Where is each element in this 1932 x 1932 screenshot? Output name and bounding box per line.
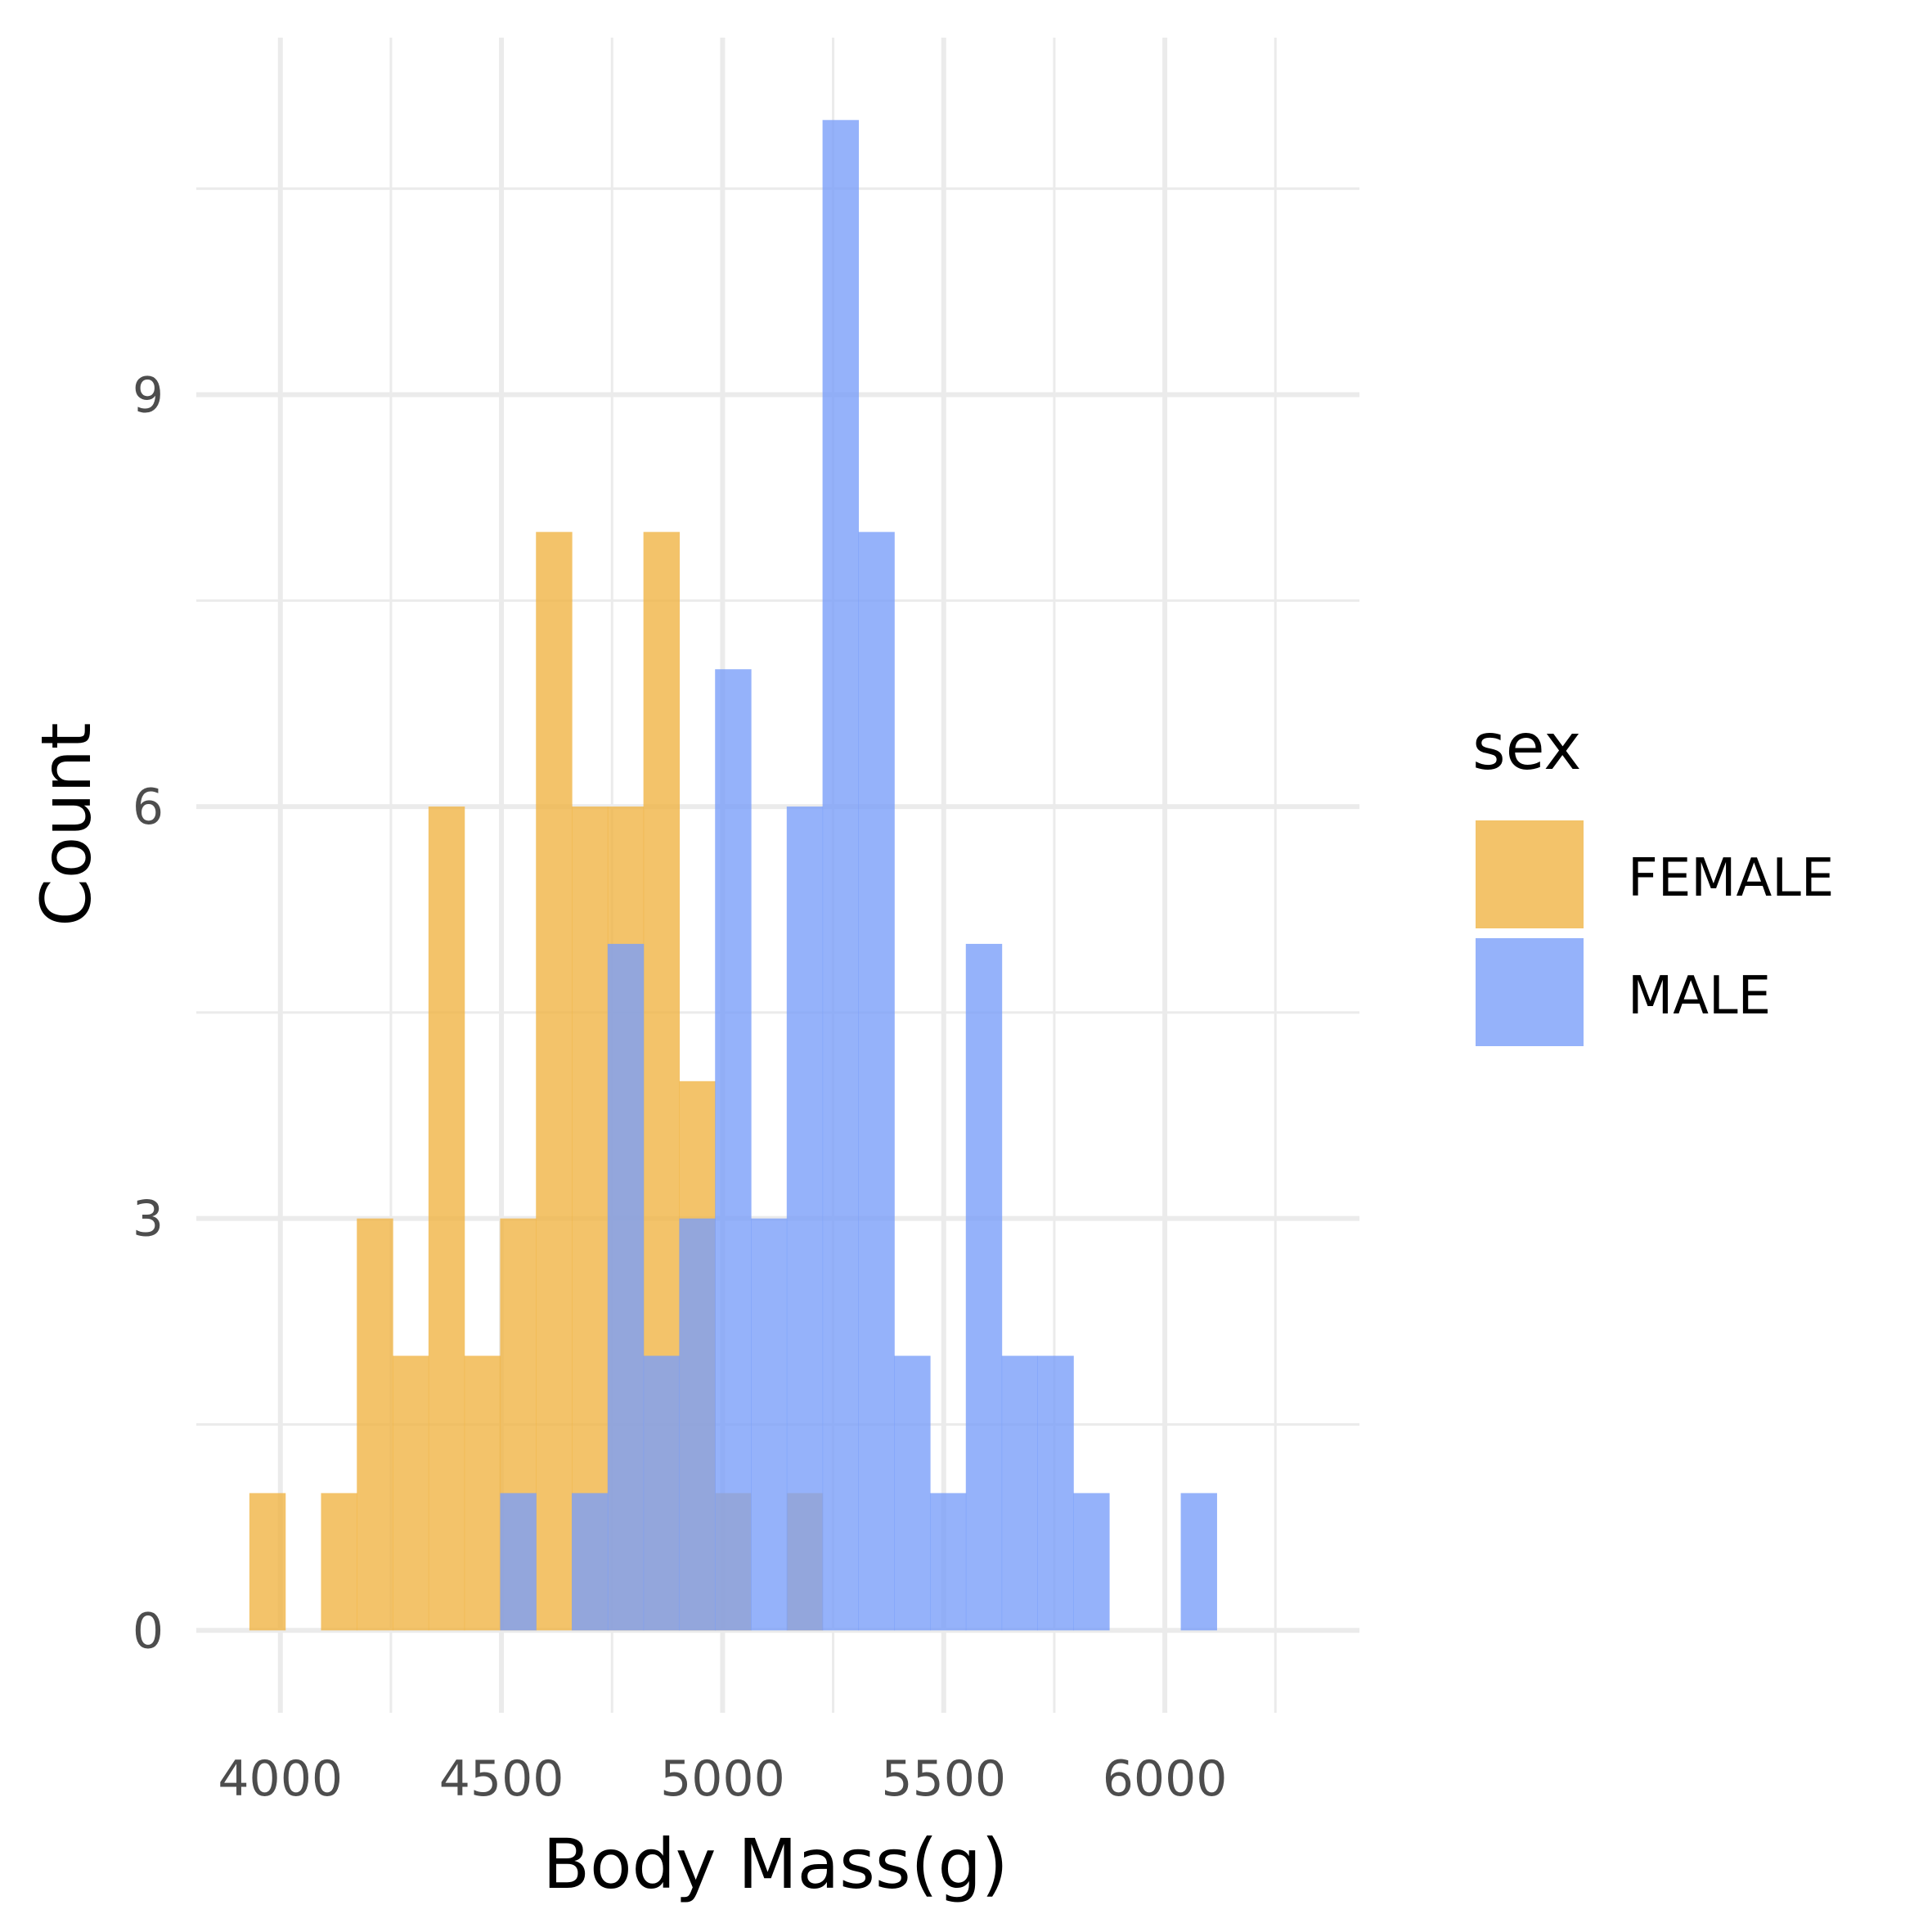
legend: sex FEMALE MALE xyxy=(1472,711,1834,1046)
legend-label-male: MALE xyxy=(1628,966,1771,1027)
bar-male xyxy=(822,119,860,1631)
histogram-bars xyxy=(249,119,1217,1631)
bar-male xyxy=(572,1493,609,1631)
bar-male xyxy=(1073,1493,1110,1631)
bar-male xyxy=(929,1493,967,1631)
legend-title: sex xyxy=(1472,711,1581,784)
y-axis-title: Count xyxy=(26,722,106,926)
bar-female xyxy=(357,1218,393,1631)
legend-key-female xyxy=(1476,820,1584,928)
bar-female xyxy=(536,532,573,1631)
bar-male xyxy=(858,532,895,1631)
bar-male xyxy=(786,806,824,1631)
x-axis-tick-labels: 4000 4500 5000 5500 6000 xyxy=(218,1750,1227,1808)
bar-male xyxy=(679,1218,716,1631)
y-tick-label: 6 xyxy=(133,779,164,836)
bar-male xyxy=(643,1355,681,1631)
x-tick-label: 5000 xyxy=(660,1750,785,1808)
x-tick-label: 5500 xyxy=(881,1750,1006,1808)
major-gridlines xyxy=(196,38,1359,1713)
bar-male xyxy=(715,669,752,1631)
legend-key-male xyxy=(1476,938,1584,1046)
legend-label-female: FEMALE xyxy=(1628,848,1834,909)
bar-male xyxy=(751,1218,788,1631)
bar-female xyxy=(428,806,465,1631)
y-tick-label: 9 xyxy=(133,366,164,424)
y-tick-label: 0 xyxy=(133,1602,164,1660)
bar-male xyxy=(607,943,645,1631)
series-male xyxy=(500,119,1217,1631)
y-tick-label: 3 xyxy=(133,1191,164,1248)
x-axis-title: Body Mass(g) xyxy=(542,1824,1008,1904)
bar-female xyxy=(249,1493,286,1631)
bar-male xyxy=(1180,1493,1217,1631)
bar-female xyxy=(393,1355,429,1631)
bar-female xyxy=(321,1493,357,1631)
x-tick-label: 4000 xyxy=(218,1750,343,1808)
bar-male xyxy=(965,943,1003,1631)
bar-male xyxy=(1037,1355,1074,1631)
bar-male xyxy=(1001,1355,1038,1631)
x-tick-label: 6000 xyxy=(1103,1750,1228,1808)
bar-male xyxy=(894,1355,931,1631)
bar-male xyxy=(500,1493,537,1631)
x-tick-label: 4500 xyxy=(439,1750,564,1808)
bar-female xyxy=(464,1355,501,1631)
y-axis-tick-labels: 0 3 6 9 xyxy=(133,366,164,1660)
